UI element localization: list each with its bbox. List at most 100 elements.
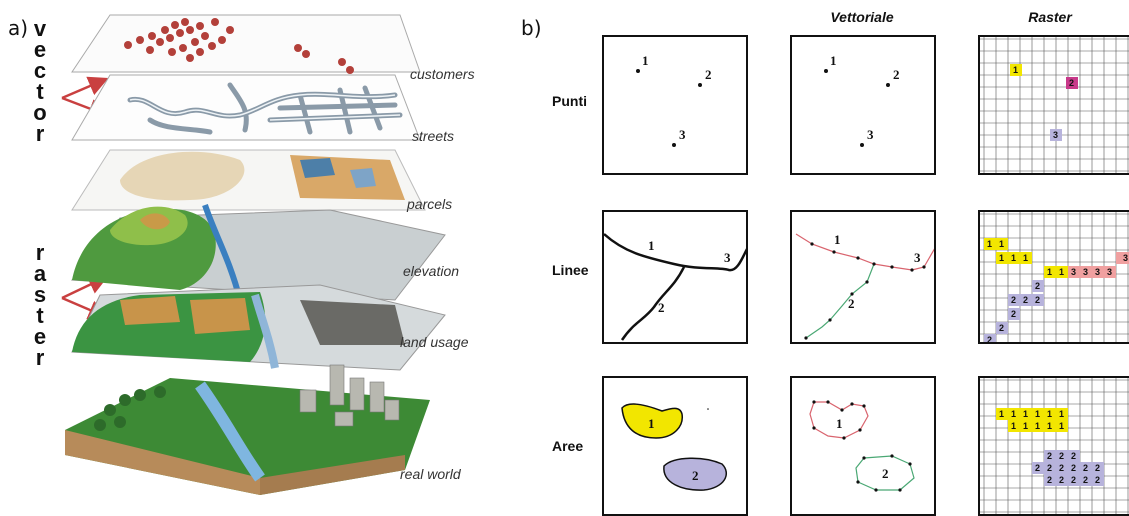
points-raster-grid: 1 2 3 xyxy=(980,37,1129,173)
panel-a-label: a) xyxy=(8,16,29,40)
vector-letter: r xyxy=(35,121,45,146)
layer-label-customers: customers xyxy=(410,66,475,82)
raster-cell-label: 2 xyxy=(1011,295,1016,305)
raster-cell xyxy=(1010,64,1022,76)
point-label: 2 xyxy=(893,67,900,82)
point-label: 1 xyxy=(642,53,649,68)
raster-cell-label: 3 xyxy=(1107,267,1112,277)
raster-cell-label: 2 xyxy=(1083,463,1088,473)
raster-cell-label: 2 xyxy=(1035,281,1040,291)
elevation-layer xyxy=(71,204,446,301)
raster-cell-label: 1 xyxy=(999,239,1004,249)
raster-cell-label: 2 xyxy=(1047,475,1052,485)
areas-vector-box: 1 2 xyxy=(790,376,936,516)
raster-cell-label: 2 xyxy=(1035,463,1040,473)
layer-label-land-usage: land usage xyxy=(400,334,469,350)
line-label: 2 xyxy=(848,296,855,311)
raster-cell-label: 1 xyxy=(1011,409,1016,419)
line-label: 3 xyxy=(914,250,921,265)
raster-cell-label: 1 xyxy=(987,239,992,249)
raster-cell-label: 2 xyxy=(1071,451,1076,461)
raster-cell-label: 2 xyxy=(987,335,992,344)
gis-layer-stack xyxy=(61,14,446,495)
raster-cell-label: 2 xyxy=(1095,475,1100,485)
raster-cell xyxy=(1050,129,1062,141)
areas-raster-grid: 1 1 1 1 1 1 1 1 1 1 1 2 2 2 2 2 2 2 2 2 … xyxy=(980,378,1129,514)
point-label: 3 xyxy=(867,127,874,142)
streets-layer xyxy=(71,74,421,141)
raster-cell-label: 1 xyxy=(1011,421,1016,431)
raster-grid-lines xyxy=(980,378,1129,514)
raster-cell-label: 1 xyxy=(1059,409,1064,419)
raster-letter: a xyxy=(33,261,47,286)
raster-cell-label: 2 xyxy=(1011,309,1016,319)
raster-cell-label: 3 xyxy=(1123,253,1128,263)
raster-cell-label: 2 xyxy=(1095,463,1100,473)
raster-cell-label: 1 xyxy=(999,253,1004,263)
raster-cell-label: 2 xyxy=(1059,463,1064,473)
customers-layer xyxy=(71,14,421,74)
raster-cell-label: 1 xyxy=(1047,409,1052,419)
lines-raster-box: 1 1 1 1 1 1 1 3 3 3 3 3 2 2 2 2 2 2 2 xyxy=(978,210,1129,344)
raster-cell-label: 2 xyxy=(999,323,1004,333)
point-label: 3 xyxy=(679,127,686,142)
raster-cell-label: 2 xyxy=(1069,78,1074,88)
vector-letter: t xyxy=(36,79,44,104)
raster-cell-label: 1 xyxy=(1047,421,1052,431)
points-vector-box: 1 2 3 xyxy=(790,35,936,175)
real-world-block xyxy=(65,364,430,495)
areas-original-box: 1 2 xyxy=(602,376,748,516)
line-label: 1 xyxy=(648,238,655,253)
raster-cell-label: 3 xyxy=(1053,130,1058,140)
points-original-box: 1 2 3 xyxy=(602,35,748,175)
raster-cell-label: 1 xyxy=(999,409,1004,419)
raster-cell-label: 1 xyxy=(1013,65,1018,75)
raster-cell-label: 2 xyxy=(1083,475,1088,485)
row-label-linee: Linee xyxy=(552,262,589,278)
raster-cell-label: 1 xyxy=(1011,253,1016,263)
lines-raster-grid: 1 1 1 1 1 1 1 3 3 3 3 3 2 2 2 2 2 2 2 xyxy=(980,212,1129,344)
layer-label-parcels: parcels xyxy=(407,196,453,212)
area-label: 2 xyxy=(692,468,699,483)
line-label: 1 xyxy=(834,232,841,247)
vector-letter: o xyxy=(33,100,47,125)
raster-letter: r xyxy=(35,345,45,370)
raster-cell-label: 1 xyxy=(1059,421,1064,431)
land-usage-layer xyxy=(71,284,446,371)
raster-cell-label: 2 xyxy=(1071,475,1076,485)
raster-cell-label: 1 xyxy=(1035,409,1040,419)
vector-letter: v xyxy=(33,16,47,41)
row-label-aree: Aree xyxy=(552,438,584,454)
raster-letter: e xyxy=(33,324,47,349)
area-label: 1 xyxy=(836,416,843,431)
raster-cell-label: 1 xyxy=(1023,409,1028,419)
raster-cell-label: 1 xyxy=(1035,421,1040,431)
panel-b-label: b) xyxy=(521,16,542,40)
area-label: 2 xyxy=(882,466,889,481)
column-header-raster: Raster xyxy=(1028,9,1072,25)
raster-cell-label: 2 xyxy=(1035,295,1040,305)
raster-grid-lines xyxy=(980,37,1129,173)
raster-cell-label: 2 xyxy=(1023,295,1028,305)
raster-cell-label: 2 xyxy=(1059,475,1064,485)
raster-cell-label: 2 xyxy=(1059,451,1064,461)
column-header-vettoriale: Vettoriale xyxy=(830,9,894,25)
raster-cell-label: 3 xyxy=(1095,267,1100,277)
row-label-punti: Punti xyxy=(552,93,587,109)
raster-cell-label: 3 xyxy=(1083,267,1088,277)
raster-cell-label: 1 xyxy=(1023,253,1028,263)
vector-letters: v e c t o r xyxy=(30,16,50,146)
vector-letter: c xyxy=(33,58,47,83)
area-label: 1 xyxy=(648,416,655,431)
raster-letter: r xyxy=(35,240,45,265)
raster-cell-label: 1 xyxy=(1059,267,1064,277)
point-label: 2 xyxy=(705,67,712,82)
lines-vector-box: 1 2 3 xyxy=(790,210,936,344)
raster-letter: s xyxy=(33,282,47,307)
raster-cell xyxy=(1066,77,1078,89)
layer-label-elevation: elevation xyxy=(403,263,460,279)
raster-cell-label: 2 xyxy=(1071,463,1076,473)
line-label: 2 xyxy=(658,300,665,315)
areas-raster-box: 1 1 1 1 1 1 1 1 1 1 1 2 2 2 2 2 2 2 2 2 … xyxy=(978,376,1129,516)
raster-cell-label: 1 xyxy=(1047,267,1052,277)
